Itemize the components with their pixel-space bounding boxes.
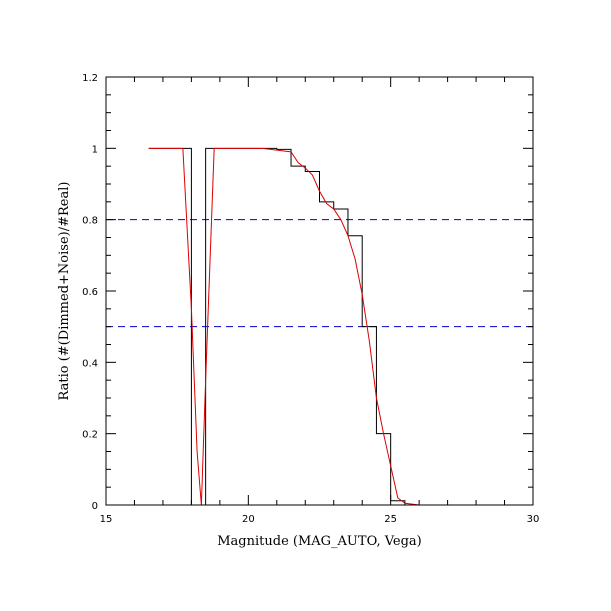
y-tick-label: 1 [92, 144, 98, 155]
x-tick-label: 30 [527, 514, 540, 525]
tick-labels: 15 20 25 30 0 0.2 0.4 0.6 0.8 1 1.2 [82, 73, 539, 525]
plot-frame [105, 76, 534, 506]
x-tick-label: 20 [242, 514, 255, 525]
y-tick-label: 0.4 [82, 358, 98, 369]
y-tick-label: 0.2 [82, 430, 98, 441]
x-axis-title: Magnitude (MAG_AUTO, Vega) [217, 534, 422, 549]
x-tick-label: 15 [100, 514, 113, 525]
y-tick-label: 0.6 [82, 287, 98, 298]
x-tick-label: 25 [384, 514, 397, 525]
series-1-line [148, 147, 533, 506]
y-tick-label: 0 [92, 501, 98, 512]
y-tick-label: 0.8 [82, 216, 98, 227]
y-axis-title: Ratio (#(Dimmed+Noise)/#Real) [57, 182, 72, 401]
y-tick-label: 1.2 [82, 73, 98, 84]
